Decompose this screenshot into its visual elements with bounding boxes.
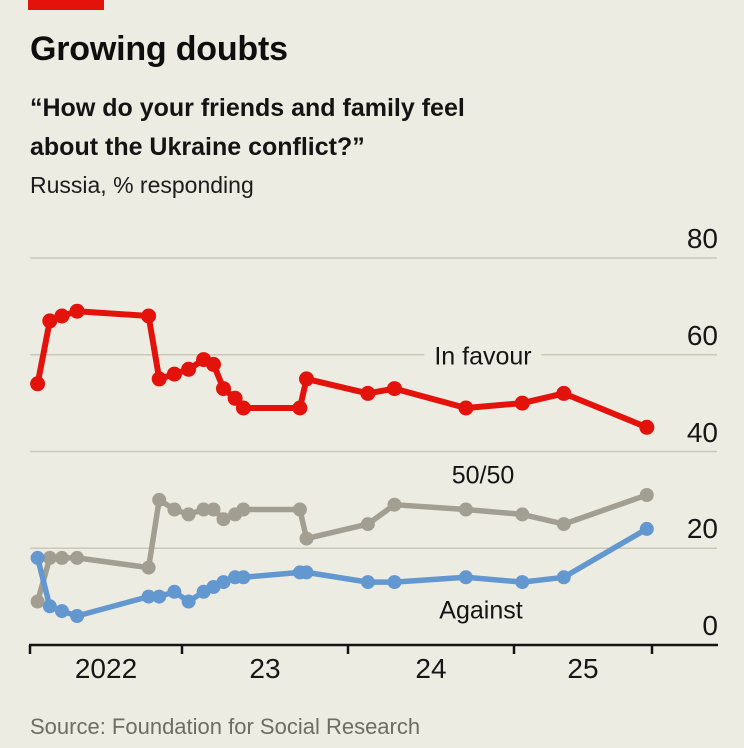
series-label-against: Against: [429, 596, 533, 626]
data-point-50-50-15: [360, 517, 375, 532]
data-point-50-50-2: [54, 550, 69, 565]
data-point-against-0: [30, 550, 45, 565]
data-point-in-favour-4: [141, 308, 157, 324]
chart-title: Growing doubts: [30, 30, 288, 68]
x-axis-label-2022: 2022: [74, 653, 138, 684]
data-point-against-4: [141, 589, 156, 604]
data-point-50-50-18: [515, 507, 530, 522]
x-axis-label-23: 23: [249, 653, 281, 684]
data-point-against-1: [42, 599, 57, 614]
data-point-in-favour-13: [292, 400, 308, 416]
data-point-against-5: [152, 589, 167, 604]
data-point-in-favour-1: [42, 313, 58, 329]
data-point-in-favour-16: [387, 381, 402, 397]
data-point-50-50-9: [206, 502, 221, 517]
data-point-in-favour-19: [556, 385, 572, 401]
data-point-50-50-3: [70, 550, 85, 565]
x-axis-label-25: 25: [567, 653, 599, 684]
data-point-50-50-14: [299, 531, 314, 546]
chart-units-label: Russia, % responding: [30, 172, 254, 198]
data-point-50-50-8: [196, 502, 211, 517]
data-point-against-15: [360, 575, 375, 590]
data-point-50-50-17: [458, 502, 473, 517]
data-point-50-50-7: [181, 507, 196, 522]
data-point-50-50-5: [152, 492, 167, 507]
data-point-in-favour-17: [458, 400, 474, 416]
y-axis-label-60: 60: [686, 319, 718, 351]
data-point-against-16: [387, 575, 402, 590]
chart-subtitle-line2: about the Ukraine conflict?”: [30, 133, 365, 161]
source-credit: Source: Foundation for Social Research: [30, 714, 421, 739]
data-point-against-14: [299, 565, 314, 580]
x-axis-label-24: 24: [415, 653, 447, 684]
y-axis-label-40: 40: [686, 416, 718, 448]
data-point-50-50-19: [556, 517, 571, 532]
series-line-in-favour: [34, 308, 650, 431]
data-point-in-favour-15: [360, 385, 376, 401]
data-point-against-6: [167, 584, 182, 599]
chart-subtitle-line1: “How do your friends and family feel: [30, 94, 465, 122]
data-point-against-12: [236, 570, 251, 585]
data-point-in-favour-0: [30, 376, 46, 392]
data-point-in-favour-5: [151, 371, 167, 387]
data-point-in-favour-2: [54, 308, 70, 324]
data-point-in-favour-14: [299, 371, 314, 387]
data-point-against-3: [70, 609, 85, 623]
data-point-against-10: [216, 575, 231, 590]
data-point-50-50-16: [387, 497, 402, 512]
data-point-50-50-0: [30, 594, 45, 609]
data-point-in-favour-10: [216, 381, 231, 397]
data-point-50-50-1: [42, 550, 57, 565]
data-point-50-50-12: [236, 502, 251, 517]
data-point-against-18: [515, 575, 530, 590]
data-point-50-50-4: [141, 560, 156, 575]
data-point-50-50-10: [216, 512, 231, 527]
series-label-50-50: 50/50: [441, 461, 525, 491]
data-point-against-19: [556, 570, 571, 585]
data-point-in-favour-7: [181, 361, 197, 377]
data-point-against-20: [639, 521, 654, 536]
data-point-against-7: [181, 594, 196, 609]
data-point-50-50-13: [292, 502, 307, 517]
y-axis-label-0: 0: [702, 610, 718, 641]
data-point-50-50-20: [639, 488, 654, 502]
data-point-in-favour-9: [206, 356, 221, 372]
data-point-50-50-6: [167, 502, 182, 517]
series-line-against: [34, 526, 650, 619]
data-point-in-favour-20: [639, 419, 655, 435]
data-point-against-2: [54, 604, 69, 619]
data-point-in-favour-6: [166, 366, 182, 382]
brand-red-tab: [28, 0, 104, 10]
series-label-in-favour: In favour: [424, 342, 542, 372]
data-point-in-favour-3: [69, 303, 85, 319]
data-point-in-favour-12: [235, 400, 251, 416]
data-point-in-favour-18: [514, 395, 530, 411]
data-point-against-17: [458, 570, 473, 585]
y-axis-label-20: 20: [686, 513, 718, 545]
y-axis-label-80: 80: [686, 223, 718, 254]
